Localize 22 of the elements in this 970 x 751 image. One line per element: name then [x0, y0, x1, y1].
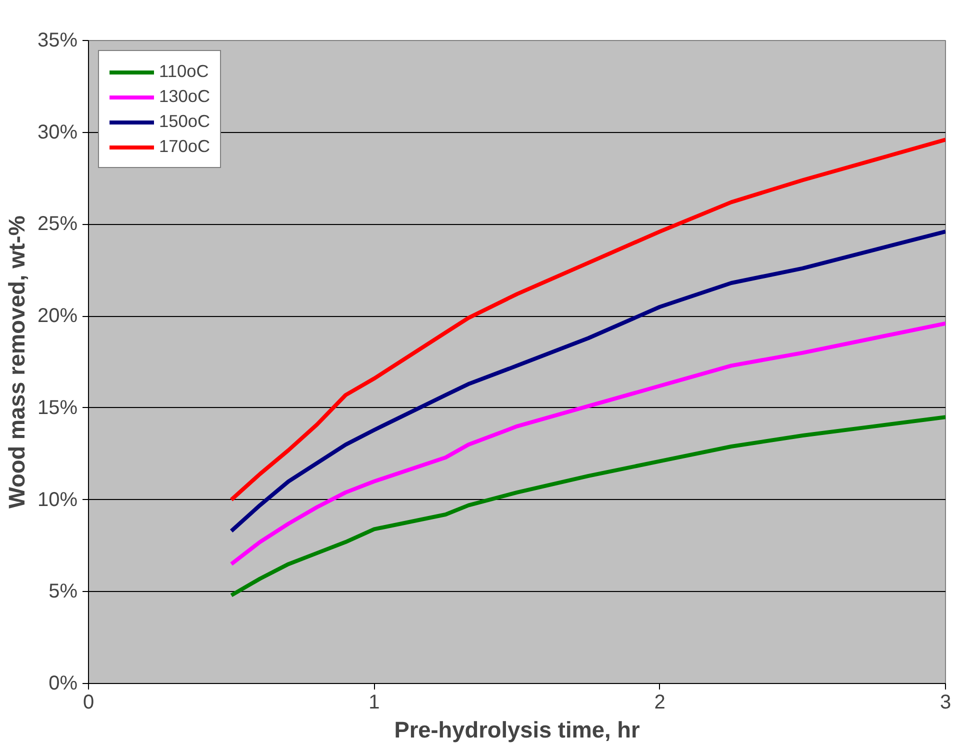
- x-tick-label: 3: [940, 692, 952, 714]
- legend-label: 170oC: [159, 136, 210, 157]
- line-series: [229, 230, 946, 534]
- y-tick-label: 25%: [37, 213, 78, 236]
- x-tick-label: 2: [654, 692, 666, 714]
- x-tick-label: 1: [368, 692, 380, 714]
- line-series: [229, 321, 946, 566]
- y-tick-label: 20%: [37, 305, 78, 328]
- y-tick-label: 5%: [48, 580, 78, 603]
- x-tick-label: 0: [82, 692, 94, 714]
- legend-label: 110oC: [159, 61, 209, 82]
- y-tick-label: 30%: [37, 121, 78, 144]
- y-tick-label: 10%: [37, 488, 78, 511]
- y-axis-title: Wood mass removed, wt-%: [3, 216, 30, 508]
- y-tick-label: 0%: [48, 672, 78, 694]
- line-series: [229, 415, 946, 598]
- x-axis-title: Pre-hydrolysis time, hr: [394, 716, 640, 742]
- y-tick-label: 15%: [37, 396, 78, 419]
- legend-label: 150oC: [159, 111, 210, 132]
- line-series: [229, 138, 946, 502]
- legend-label: 130oC: [159, 86, 210, 107]
- y-tick-label: 35%: [37, 30, 78, 52]
